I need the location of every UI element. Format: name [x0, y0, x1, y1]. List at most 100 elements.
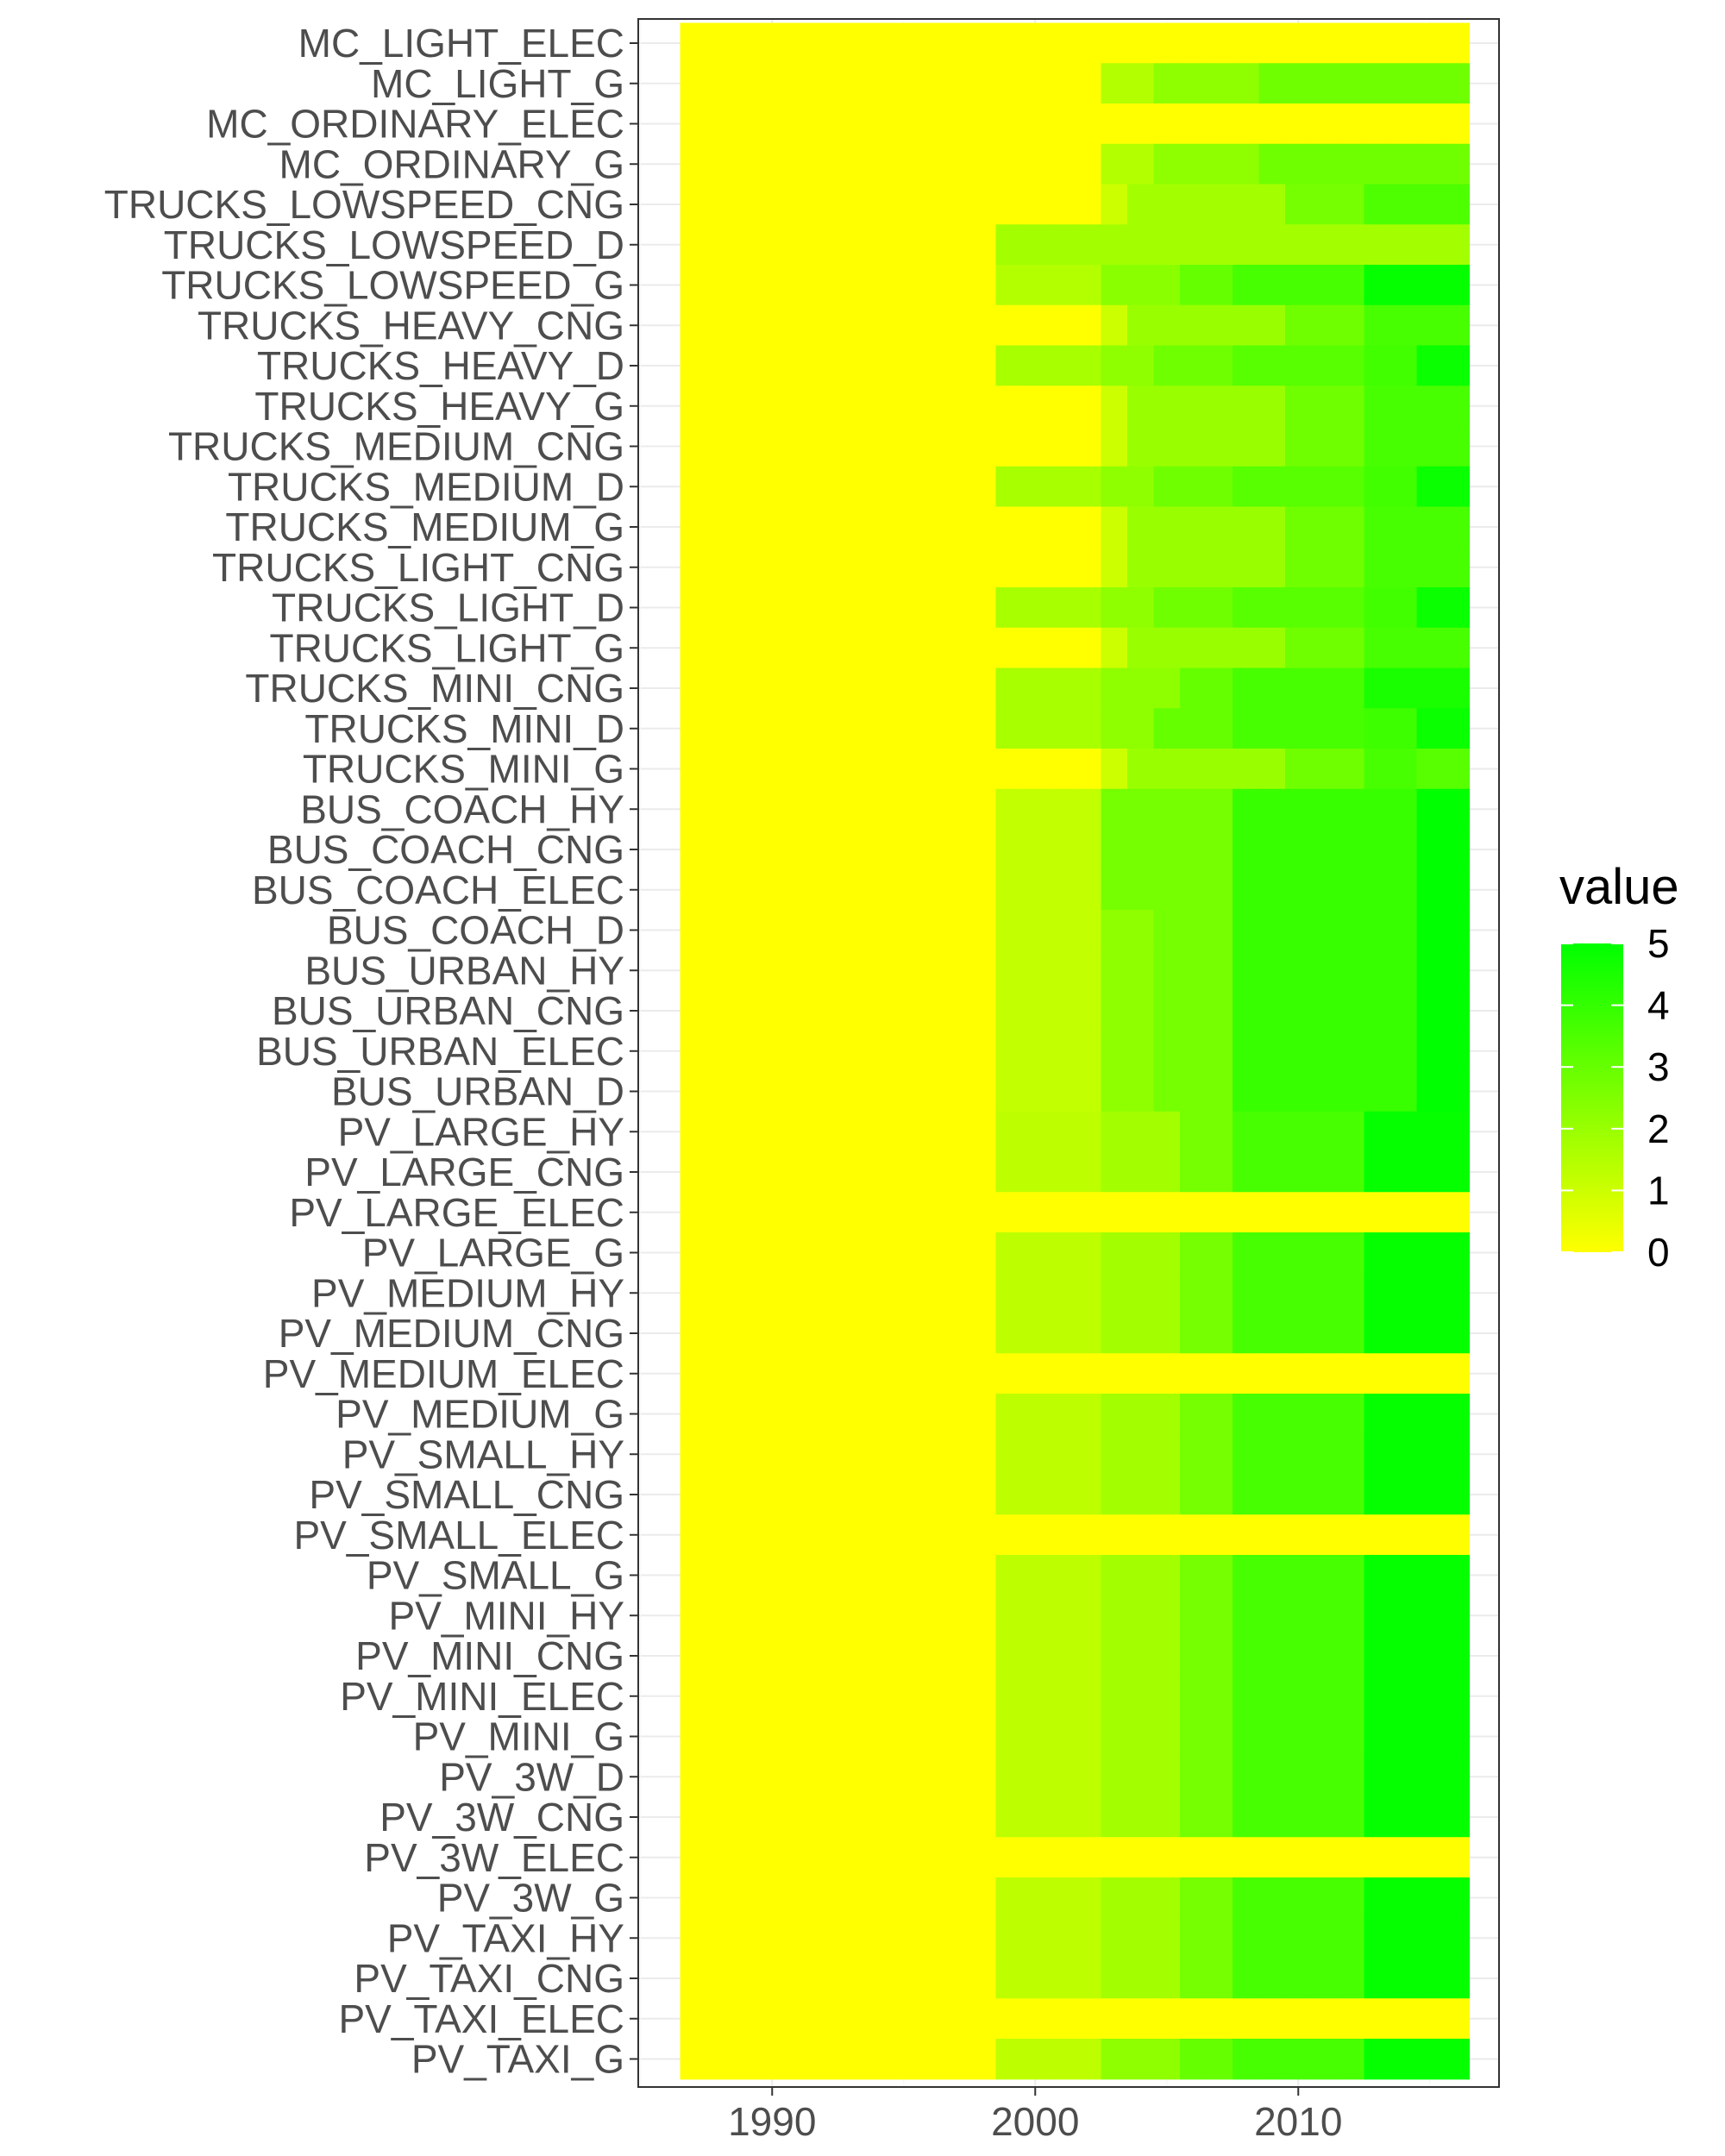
heatmap-cell — [1101, 829, 1128, 870]
heatmap-cell — [812, 990, 839, 1031]
heatmap-cell — [1127, 1433, 1155, 1476]
heatmap-cell — [864, 1958, 892, 1999]
heatmap-cell — [864, 708, 892, 749]
heatmap-cell — [759, 1917, 787, 1959]
heatmap-cell — [969, 1958, 997, 1999]
heatmap-cell — [680, 990, 707, 1031]
heatmap-cell — [1285, 103, 1313, 145]
heatmap-cell — [1127, 990, 1155, 1031]
heatmap-cell — [864, 1514, 892, 1556]
heatmap-cell — [943, 1313, 970, 1354]
heatmap-cell — [1338, 385, 1365, 427]
heatmap-cell — [680, 143, 707, 185]
heatmap-cell — [917, 1837, 944, 1878]
heatmap-cell — [864, 1474, 892, 1515]
heatmap-cell — [1364, 869, 1391, 911]
heatmap-cell — [1153, 829, 1181, 870]
heatmap-cell — [943, 1917, 970, 1959]
heatmap-cell — [1258, 1917, 1286, 1959]
heatmap-cell — [812, 1071, 839, 1112]
heatmap-cell — [1311, 1837, 1339, 1878]
heatmap-cell — [706, 224, 734, 266]
heatmap-cell — [1311, 345, 1339, 386]
heatmap-cell — [1180, 1595, 1208, 1637]
heatmap-cell — [732, 1514, 760, 1556]
heatmap-cell — [1364, 224, 1391, 266]
heatmap-cell — [680, 63, 707, 104]
heatmap-cell — [759, 143, 787, 185]
heatmap-cell — [917, 265, 944, 306]
heatmap-cell — [785, 547, 812, 588]
heatmap-cell — [812, 910, 839, 951]
heatmap-cell — [1153, 627, 1181, 669]
heatmap-cell — [1285, 1514, 1313, 1556]
heatmap-cell — [706, 1917, 734, 1959]
heatmap-cell — [1364, 1474, 1391, 1515]
heatmap-cell — [969, 63, 997, 104]
heatmap-cell — [864, 910, 892, 951]
heatmap-cell — [1311, 1796, 1339, 1838]
heatmap-cell — [1101, 265, 1128, 306]
heatmap-cell — [1416, 1917, 1444, 1959]
y-tick-label: PV_MEDIUM_ELEC — [263, 1351, 624, 1396]
heatmap-cell — [706, 1756, 734, 1798]
heatmap-cell — [837, 1192, 865, 1233]
heatmap-cell — [1127, 869, 1155, 911]
heatmap-cell — [1338, 2039, 1365, 2080]
heatmap-cell — [1390, 1071, 1418, 1112]
heatmap-cell — [680, 547, 707, 588]
heatmap-cell — [1443, 829, 1471, 870]
heatmap-cell — [1416, 1192, 1444, 1233]
heatmap-cell — [812, 1595, 839, 1637]
heatmap-cell — [1258, 1555, 1286, 1596]
heatmap-cell — [732, 1917, 760, 1959]
heatmap-cell — [995, 1756, 1023, 1798]
heatmap-cell — [706, 1232, 734, 1274]
heatmap-cell — [1338, 426, 1365, 467]
heatmap-cell — [1311, 103, 1339, 145]
heatmap-cell — [1390, 1272, 1418, 1314]
heatmap-cell — [969, 1837, 997, 1878]
heatmap-cell — [1180, 708, 1208, 749]
heatmap-cell — [837, 1676, 865, 1717]
heatmap-cell — [917, 1555, 944, 1596]
heatmap-cell — [1153, 1555, 1181, 1596]
heatmap-cell — [1206, 184, 1233, 225]
heatmap-cell — [969, 506, 997, 548]
heatmap-cell — [1443, 426, 1471, 467]
heatmap-cell — [706, 1998, 734, 2040]
heatmap-cell — [1285, 1998, 1313, 2040]
heatmap-cell — [1443, 466, 1471, 508]
heatmap-cell — [837, 749, 865, 790]
heatmap-cell — [1101, 1635, 1128, 1677]
heatmap-cell — [759, 1232, 787, 1274]
heatmap-cell — [812, 466, 839, 508]
heatmap-cell — [1443, 1716, 1471, 1758]
y-tick-label: PV_TAXI_G — [411, 2037, 624, 2082]
heatmap-cell — [890, 1998, 918, 2040]
heatmap-cell — [680, 1031, 707, 1072]
heatmap-cell — [680, 22, 707, 64]
heatmap-cell — [1390, 345, 1418, 386]
heatmap-cell — [917, 1031, 944, 1072]
heatmap-cell — [995, 1071, 1023, 1112]
y-tick-label: PV_TAXI_ELEC — [338, 1996, 624, 2041]
heatmap-cell — [969, 1514, 997, 1556]
heatmap-cell — [785, 63, 812, 104]
y-tick-label: TRUCKS_MEDIUM_G — [225, 505, 624, 549]
heatmap-cell — [1338, 466, 1365, 508]
y-tick-label: PV_3W_CNG — [380, 1795, 624, 1839]
heatmap-cell — [864, 385, 892, 427]
heatmap-cell — [732, 1555, 760, 1596]
heatmap-cell — [1153, 1514, 1181, 1556]
heatmap-cell — [1206, 1676, 1233, 1717]
heatmap-cell — [1338, 788, 1365, 830]
heatmap-cell — [1101, 506, 1128, 548]
heatmap-cell — [680, 1635, 707, 1677]
heatmap-cell — [1364, 990, 1391, 1031]
heatmap-cell — [969, 184, 997, 225]
heatmap-cell — [890, 1192, 918, 1233]
heatmap-cell — [1075, 910, 1102, 951]
heatmap-cell — [1101, 990, 1128, 1031]
heatmap-cell — [759, 265, 787, 306]
